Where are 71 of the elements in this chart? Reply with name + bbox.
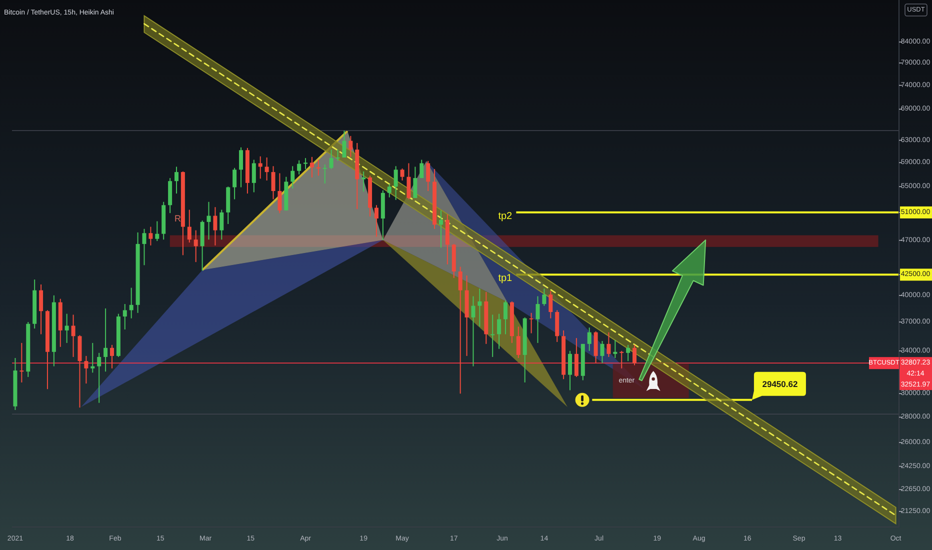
- candlestick: [97, 352, 102, 404]
- candlestick: [187, 209, 192, 243]
- candlestick: [110, 344, 114, 369]
- candlestick: [252, 159, 256, 193]
- candlestick: [374, 204, 378, 238]
- candlestick: [600, 340, 604, 364]
- candlestick: [458, 266, 462, 394]
- candlestick: [174, 166, 178, 194]
- candlestick: [568, 350, 572, 391]
- candlestick: [536, 296, 540, 344]
- candlestick: [239, 146, 244, 188]
- candlestick: [84, 355, 88, 384]
- candlestick: [64, 313, 69, 344]
- candlestick: [348, 135, 353, 158]
- candlestick: [90, 342, 95, 374]
- candlestick: [122, 304, 127, 330]
- candlestick: [329, 149, 334, 170]
- candlestick: [232, 167, 237, 200]
- candlestick: [503, 300, 508, 335]
- candlestick: [362, 170, 366, 192]
- ref-line-label: 29450.62: [762, 378, 798, 389]
- candlestick: [258, 156, 262, 180]
- candlestick: [542, 288, 546, 306]
- candlestick: [400, 168, 404, 181]
- candlestick: [148, 226, 153, 246]
- candlestick: [142, 228, 146, 266]
- ref-line-label: tp2: [498, 210, 513, 222]
- candlestick: [104, 308, 108, 372]
- candlestick: [529, 312, 534, 334]
- candlestick: [594, 330, 598, 364]
- candlestick: [213, 206, 218, 246]
- candlestick: [297, 160, 302, 175]
- candlestick: [548, 290, 553, 319]
- candlestick: [620, 350, 624, 369]
- candlestick: [426, 160, 430, 192]
- candlestick: [271, 166, 276, 200]
- candlestick: [322, 164, 327, 184]
- candlestick: [336, 149, 340, 162]
- candlestick: [413, 166, 418, 198]
- candlestick: [155, 220, 160, 242]
- candlestick: [310, 156, 314, 178]
- candlestick: [206, 201, 211, 240]
- candlestick: [406, 162, 411, 200]
- candlestick: [438, 210, 443, 248]
- candlestick: [613, 340, 618, 358]
- candlestick: [304, 158, 308, 170]
- candlestick: [632, 344, 637, 366]
- candlestick: [626, 344, 630, 362]
- candlestick: [516, 326, 520, 358]
- candlestick: [194, 230, 198, 263]
- candlestick: [471, 296, 476, 367]
- ref-line-label: tp1: [498, 273, 513, 284]
- candlestick: [420, 159, 424, 179]
- candlestick: [478, 288, 482, 328]
- candlestick: [606, 332, 611, 358]
- candlestick: [394, 166, 398, 200]
- candlestick: [574, 338, 578, 378]
- candlestick: [220, 209, 224, 240]
- candlestick: [264, 156, 269, 181]
- candlestick: [497, 313, 502, 350]
- candlestick: [587, 327, 592, 352]
- candlestick: [20, 342, 24, 383]
- band-label: R: [174, 213, 182, 224]
- candlestick: [290, 166, 295, 190]
- candlestick: [39, 284, 44, 335]
- candlestick: [387, 184, 392, 198]
- candlestick: [71, 314, 76, 358]
- candlestick: [278, 172, 282, 214]
- candlestick: [129, 287, 134, 319]
- candlestick: [490, 314, 495, 358]
- candlestick: [342, 130, 346, 158]
